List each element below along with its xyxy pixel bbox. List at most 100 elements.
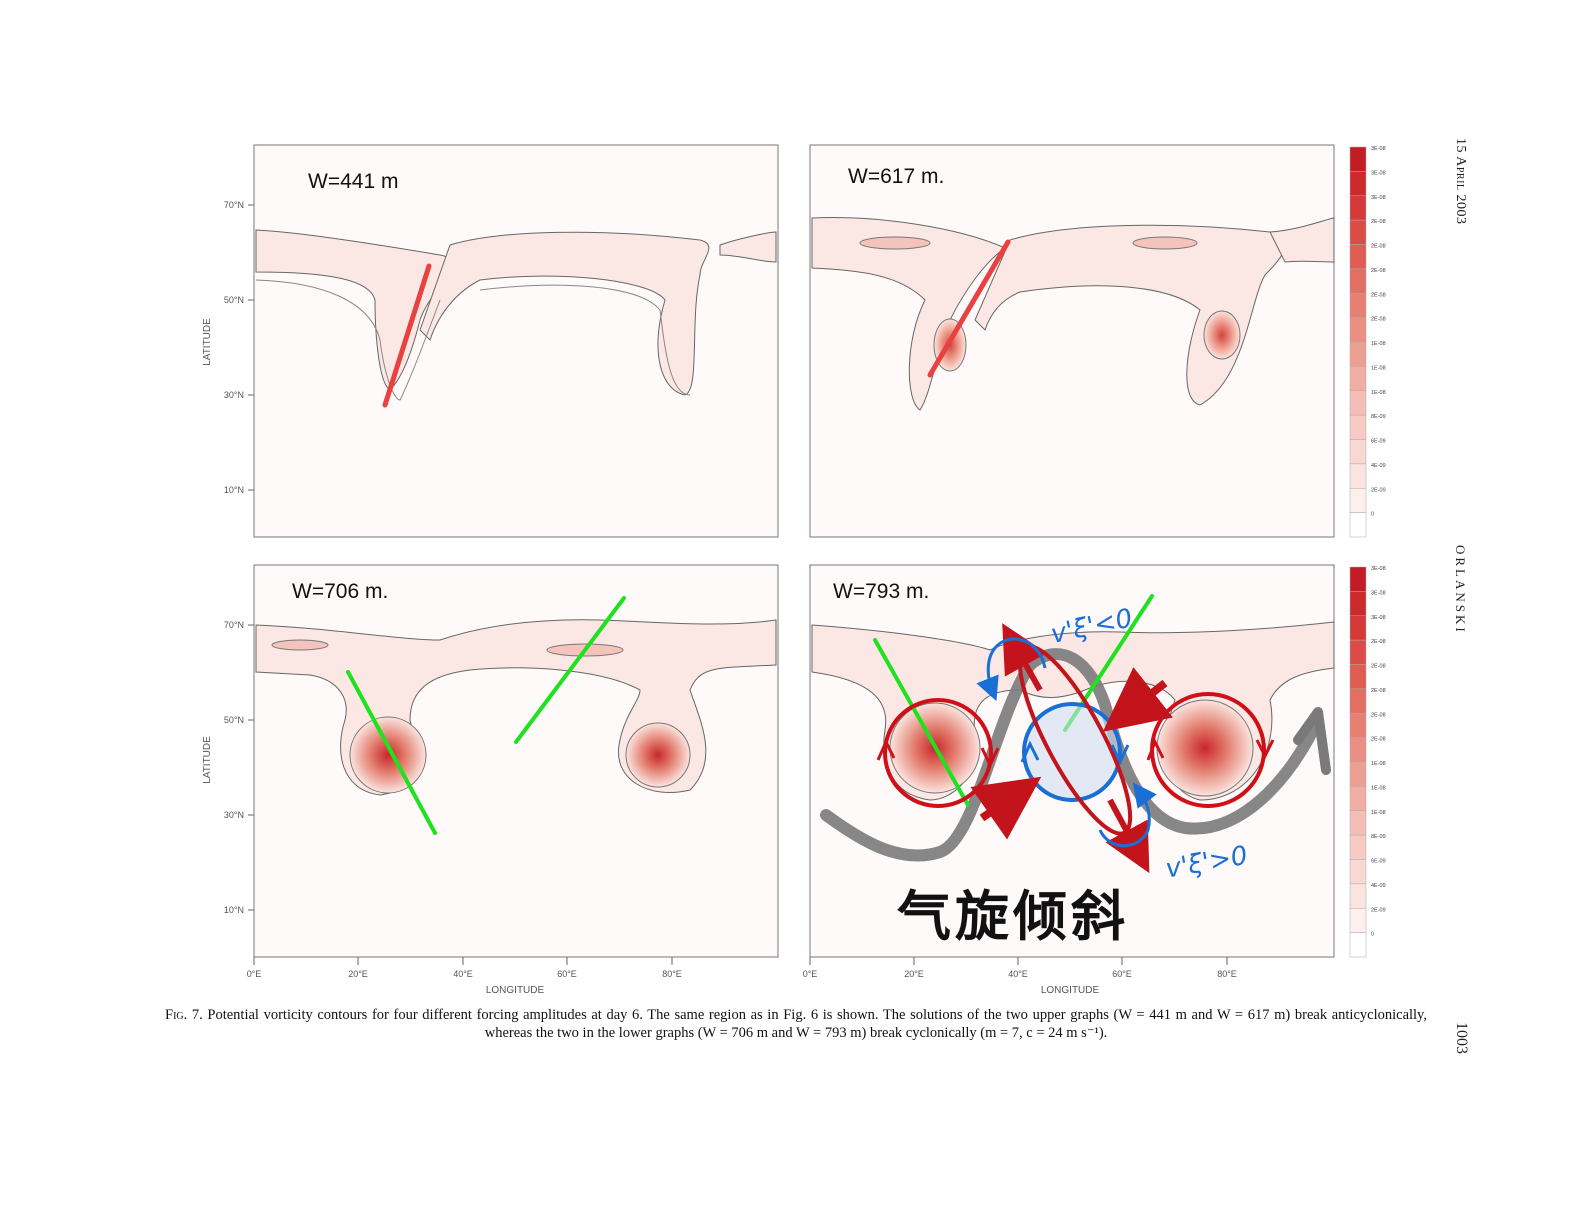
colorbar-lower-swatch [1349, 713, 1367, 738]
colorbar-upper-label: 2E-08 [1371, 317, 1386, 323]
colorbar-lower-swatch [1349, 786, 1367, 811]
colorbar-upper-swatch [1349, 195, 1367, 221]
colorbar-lower-swatch [1349, 566, 1367, 592]
colorbar-lower-label: 3E-08 [1371, 590, 1386, 596]
colorbar-upper-swatch [1349, 219, 1367, 245]
ylabel-lower: LATITUDE [202, 736, 213, 784]
anticyclone-arrowhead-1 [1020, 740, 1040, 763]
ytick-lower-70: 70°N [224, 620, 244, 630]
ytick-upper-50: 50°N [224, 295, 244, 305]
colorbar-upper-label: 8E-09 [1371, 414, 1386, 420]
colorbar-upper-label: 2E-08 [1371, 268, 1386, 274]
colorbar-lower-label: 6E-09 [1371, 859, 1386, 865]
colorbar-lower-label: 4E-09 [1371, 883, 1386, 889]
ytick-upper-30: 30°N [224, 390, 244, 400]
colorbar-lower-swatch [1349, 810, 1367, 836]
ytick-lower-10: 10°N [224, 905, 244, 915]
cyclone-arrowhead-l2 [980, 747, 1000, 769]
colorbar-lower-swatch [1349, 639, 1367, 665]
colorbar-lower-label: 0 [1371, 932, 1374, 938]
colorbar-lower-label: 3E-08 [1371, 566, 1386, 572]
colorbar-lower: 3E-08 3E-08 3E-08 2E-08 2E-08 2E-08 2E-08 2E-08… [1349, 566, 1386, 958]
ylabel-upper: LATITUDE [202, 318, 213, 366]
colorbar-lower-swatch [1349, 834, 1367, 860]
xtick-right-60: 60°E [1112, 969, 1132, 979]
colorbar-upper-swatch [1349, 439, 1367, 465]
colorbar-upper: 3E-08 3E-08 3E-08 2E-08 2E-08 2E-08 2E-08 2E-08… [1349, 146, 1386, 538]
xtick-right-0: 0°E [803, 969, 818, 979]
xlabel-left: LONGITUDE [486, 985, 545, 996]
xtick-right-20: 20°E [904, 969, 924, 979]
cyclone-arrowhead-r1 [1146, 738, 1165, 761]
tilt-line-panel-3-a [346, 670, 437, 835]
anticyclone-circle [1022, 702, 1122, 802]
xtick-left-80: 80°E [662, 969, 682, 979]
colorbar-lower-swatch [1349, 932, 1367, 958]
panel-frame-2 [809, 144, 1335, 538]
colorbar-upper-swatch [1349, 341, 1367, 367]
header-date: 15 April 2003 [1453, 138, 1468, 225]
header-author: ORLANSKI [1453, 545, 1468, 635]
xtick-right-80: 80°E [1217, 969, 1237, 979]
panel-title-3: W=706 m. [292, 580, 388, 603]
handwritten-note: 气旋倾斜 [897, 885, 1129, 948]
contours-panel-2 [811, 217, 1335, 411]
tilt-line-panel-3-b [514, 596, 626, 744]
cyclone-arrowhead-l1 [876, 738, 896, 761]
colorbar-upper-label: 6E-09 [1371, 439, 1386, 445]
colorbar-upper-swatch [1349, 146, 1367, 172]
colorbar-upper-swatch [1349, 488, 1367, 513]
colorbar-lower-label: 1E-08 [1371, 810, 1386, 816]
panel-frame-1 [253, 144, 779, 538]
colorbar-upper-label: 2E-08 [1371, 292, 1386, 298]
colorbar-upper-label: 4E-09 [1371, 463, 1386, 469]
vortex-panel-3 [271, 639, 691, 794]
colorbar-lower-label: 2E-08 [1371, 737, 1386, 743]
colorbar-lower-label: 3E-08 [1371, 615, 1386, 621]
flow-arrow-upper [1002, 623, 1047, 692]
colorbar-upper-swatch [1349, 512, 1367, 538]
colorbar-upper-label: 2E-08 [1371, 244, 1386, 250]
colorbar-upper-label: 3E-08 [1371, 146, 1386, 152]
colorbar-upper-swatch [1349, 317, 1367, 343]
colorbar-upper-swatch [1349, 293, 1367, 318]
colorbar-upper-swatch [1349, 268, 1367, 294]
colorbar-lower-label: 2E-08 [1371, 664, 1386, 670]
caption-text: Potential vorticity contours for four di… [207, 1007, 1427, 1041]
cyclone-circle-left [883, 698, 993, 808]
figure-caption: Fig. 7. Potential vorticity contours for… [165, 1006, 1427, 1042]
flow-arrow-left [970, 776, 1042, 840]
momentum-arrow-lower [1098, 782, 1157, 848]
colorbar-lower-label: 2E-08 [1371, 712, 1386, 718]
colorbar-lower-swatch [1349, 737, 1367, 763]
colorbar-lower-swatch [1349, 664, 1367, 690]
jet-stream-arrowhead [1293, 707, 1331, 775]
ytick-lower-30: 30°N [224, 810, 244, 820]
ytick-lower-50: 50°N [224, 715, 244, 725]
tilt-line-panel-1 [382, 263, 432, 408]
axis-ticks [248, 204, 1228, 965]
colorbar-upper-label: 2E-09 [1371, 487, 1386, 493]
panel-title-2: W=617 m. [848, 165, 944, 188]
colorbar-upper-label: 0 [1371, 512, 1374, 518]
xtick-left-20: 20°E [348, 969, 368, 979]
colorbar-upper-label: 1E-08 [1371, 390, 1386, 396]
colorbar-lower-label: 1E-08 [1371, 785, 1386, 791]
colorbar-upper-label: 2E-08 [1371, 219, 1386, 225]
colorbar-upper-swatch [1349, 463, 1367, 489]
colorbar-lower-swatch [1349, 615, 1367, 641]
colorbar-lower-swatch [1349, 908, 1367, 933]
colorbar-upper-label: 3E-08 [1371, 170, 1386, 176]
page-number: 1003 [1453, 1022, 1470, 1054]
tilt-line-panel-2 [927, 239, 1011, 378]
colorbar-upper-label: 1E-08 [1371, 365, 1386, 371]
colorbar-lower-label: 2E-08 [1371, 688, 1386, 694]
tilt-line-panel-4-a [873, 638, 970, 807]
colorbar-lower-swatch [1349, 883, 1367, 909]
colorbar-lower-label: 1E-08 [1371, 761, 1386, 767]
colorbar-upper-swatch [1349, 244, 1367, 270]
cyclone-arrowhead-r2 [1255, 739, 1275, 760]
momentum-arrow-upper [976, 637, 1047, 702]
colorbar-lower-swatch [1349, 688, 1367, 714]
